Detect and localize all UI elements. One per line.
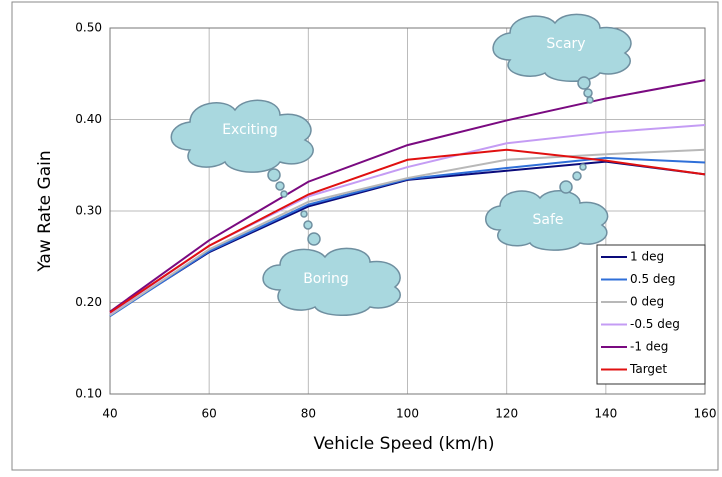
cloud-scary: Scary <box>492 13 632 104</box>
x-tick-label: 160 <box>694 407 717 421</box>
legend-label: 0 deg <box>630 295 664 309</box>
legend-label: 1 deg <box>630 250 664 264</box>
y-tick-label: 0.50 <box>75 21 102 35</box>
y-tick-label: 0.40 <box>75 112 102 126</box>
series-line <box>109 148 706 314</box>
annotation: Boring <box>303 271 349 287</box>
x-tick-label: 60 <box>202 407 217 421</box>
annotation: Safe <box>532 212 563 228</box>
x-tick-label: 100 <box>396 407 419 421</box>
annotations: Exciting Boring Scary Safe <box>170 13 632 316</box>
annotation: Exciting <box>222 122 278 138</box>
x-tick-label: 40 <box>102 407 117 421</box>
series-line <box>109 148 706 317</box>
y-tick-label: 0.10 <box>75 387 102 401</box>
legend-box <box>596 244 706 385</box>
cloud-safe: Safe <box>485 163 609 251</box>
x-tick-label: 80 <box>301 407 316 421</box>
plot-border <box>109 27 706 395</box>
x-axis-title: Vehicle Speed (km/h) <box>313 434 494 454</box>
legend-label: -0.5 deg <box>630 317 680 331</box>
y-tick-label: 0.20 <box>75 295 102 309</box>
cloud-exciting: Exciting <box>170 99 314 198</box>
legend-label: -1 deg <box>630 340 668 354</box>
x-tick-label: 120 <box>495 407 518 421</box>
y-tick-label: 0.30 <box>75 204 102 218</box>
series-line <box>109 79 706 313</box>
legend-label: 0.5 deg <box>630 272 676 286</box>
y-axis-title: Yaw Rate Gain <box>35 150 55 272</box>
cloud-boring: Boring <box>262 210 401 316</box>
x-tick-label: 140 <box>594 407 617 421</box>
annotation: Scary <box>546 36 585 52</box>
legend-label: Target <box>629 362 667 376</box>
